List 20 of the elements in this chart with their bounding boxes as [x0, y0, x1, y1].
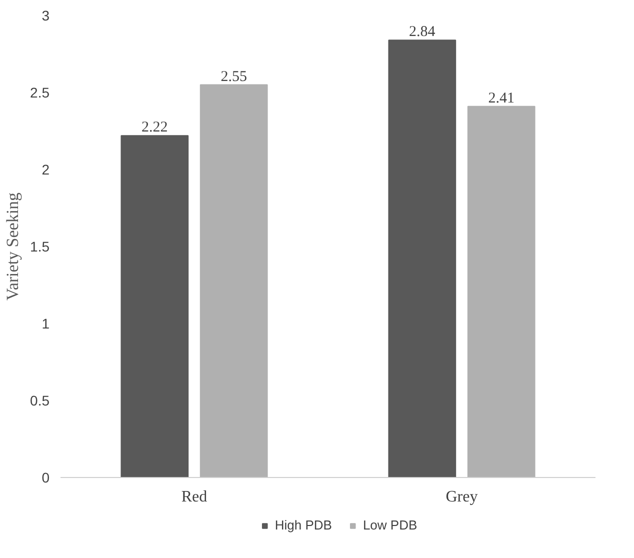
- legend-label: High PDB: [274, 518, 332, 532]
- data-label: 2.22: [142, 120, 168, 136]
- legend-label: Low PDB: [362, 518, 418, 532]
- data-label: 2.55: [220, 68, 247, 85]
- y-tick-label: 1.5: [30, 238, 50, 254]
- y-tick-label: 3: [42, 8, 50, 24]
- x-tick-label: Red: [181, 488, 208, 506]
- data-label: 2.41: [488, 90, 514, 106]
- y-tick-label: 1: [42, 316, 50, 332]
- bar: [200, 84, 268, 478]
- bar: [467, 106, 536, 478]
- y-tick-label: 0.5: [30, 392, 50, 408]
- bar: [120, 135, 189, 478]
- y-tick-label: 2.5: [30, 84, 50, 100]
- data-label: 2.84: [409, 24, 436, 40]
- x-tick-label: Grey: [446, 488, 478, 506]
- y-axis-title: Variety Seeking: [3, 192, 22, 301]
- y-tick-label: 2: [42, 162, 50, 178]
- bar: [388, 40, 456, 478]
- y-tick-label: 0: [42, 470, 50, 486]
